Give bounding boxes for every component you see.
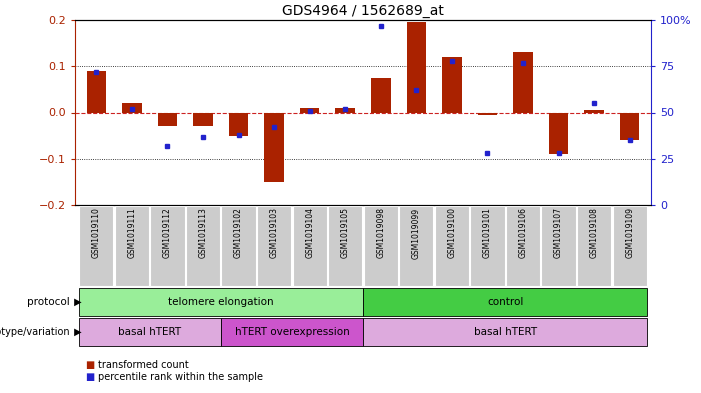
Bar — [336, 108, 355, 112]
Text: percentile rank within the sample: percentile rank within the sample — [97, 372, 263, 382]
Bar — [620, 112, 639, 140]
Bar — [122, 103, 142, 112]
Bar — [585, 110, 604, 112]
Bar — [79, 206, 114, 286]
Text: telomere elongation: telomere elongation — [168, 297, 273, 307]
Text: genotype/variation: genotype/variation — [0, 327, 70, 337]
Text: GSM1019100: GSM1019100 — [447, 208, 456, 259]
Bar — [79, 288, 363, 316]
Text: transformed count: transformed count — [97, 360, 189, 370]
Text: GSM1019099: GSM1019099 — [411, 208, 421, 259]
Text: GSM1019108: GSM1019108 — [590, 208, 599, 258]
Text: GSM1019109: GSM1019109 — [625, 208, 634, 259]
Bar — [364, 206, 398, 286]
Bar — [328, 206, 362, 286]
Bar — [221, 318, 363, 346]
Bar — [79, 318, 221, 346]
Bar — [506, 206, 540, 286]
Text: GSM1019110: GSM1019110 — [92, 208, 101, 258]
Bar — [264, 112, 284, 182]
Text: GSM1019111: GSM1019111 — [128, 208, 137, 258]
Text: basal hTERT: basal hTERT — [118, 327, 182, 337]
Bar — [613, 206, 647, 286]
Bar — [158, 112, 177, 127]
Text: GSM1019107: GSM1019107 — [554, 208, 563, 259]
Text: GSM1019104: GSM1019104 — [305, 208, 314, 259]
Text: ▶: ▶ — [72, 327, 82, 337]
Text: basal hTERT: basal hTERT — [474, 327, 537, 337]
Bar — [513, 52, 533, 112]
Text: hTERT overexpression: hTERT overexpression — [235, 327, 349, 337]
Bar — [363, 318, 648, 346]
Text: GSM1019103: GSM1019103 — [270, 208, 278, 259]
Bar — [477, 112, 497, 115]
Text: GSM1019105: GSM1019105 — [341, 208, 350, 259]
Bar — [115, 206, 149, 286]
Text: ■: ■ — [85, 372, 94, 382]
Bar — [363, 288, 648, 316]
Bar — [400, 206, 433, 286]
Bar — [541, 206, 576, 286]
Bar — [442, 57, 462, 112]
Bar — [470, 206, 505, 286]
Bar — [292, 206, 327, 286]
Bar — [222, 206, 256, 286]
Text: control: control — [487, 297, 524, 307]
Text: protocol: protocol — [27, 297, 70, 307]
Text: GSM1019098: GSM1019098 — [376, 208, 386, 259]
Title: GDS4964 / 1562689_at: GDS4964 / 1562689_at — [282, 4, 444, 18]
Bar — [229, 112, 248, 136]
Text: GSM1019102: GSM1019102 — [234, 208, 243, 258]
Bar — [300, 108, 320, 112]
Bar — [186, 206, 220, 286]
Bar — [371, 78, 390, 112]
Bar — [86, 71, 106, 112]
Text: ■: ■ — [85, 360, 94, 370]
Bar — [549, 112, 569, 154]
Bar — [577, 206, 611, 286]
Bar — [257, 206, 291, 286]
Text: GSM1019101: GSM1019101 — [483, 208, 492, 258]
Text: GSM1019112: GSM1019112 — [163, 208, 172, 258]
Bar — [407, 22, 426, 112]
Bar — [193, 112, 213, 127]
Bar — [151, 206, 184, 286]
Text: GSM1019106: GSM1019106 — [519, 208, 527, 259]
Text: GSM1019113: GSM1019113 — [198, 208, 207, 258]
Text: ▶: ▶ — [72, 297, 82, 307]
Bar — [435, 206, 469, 286]
